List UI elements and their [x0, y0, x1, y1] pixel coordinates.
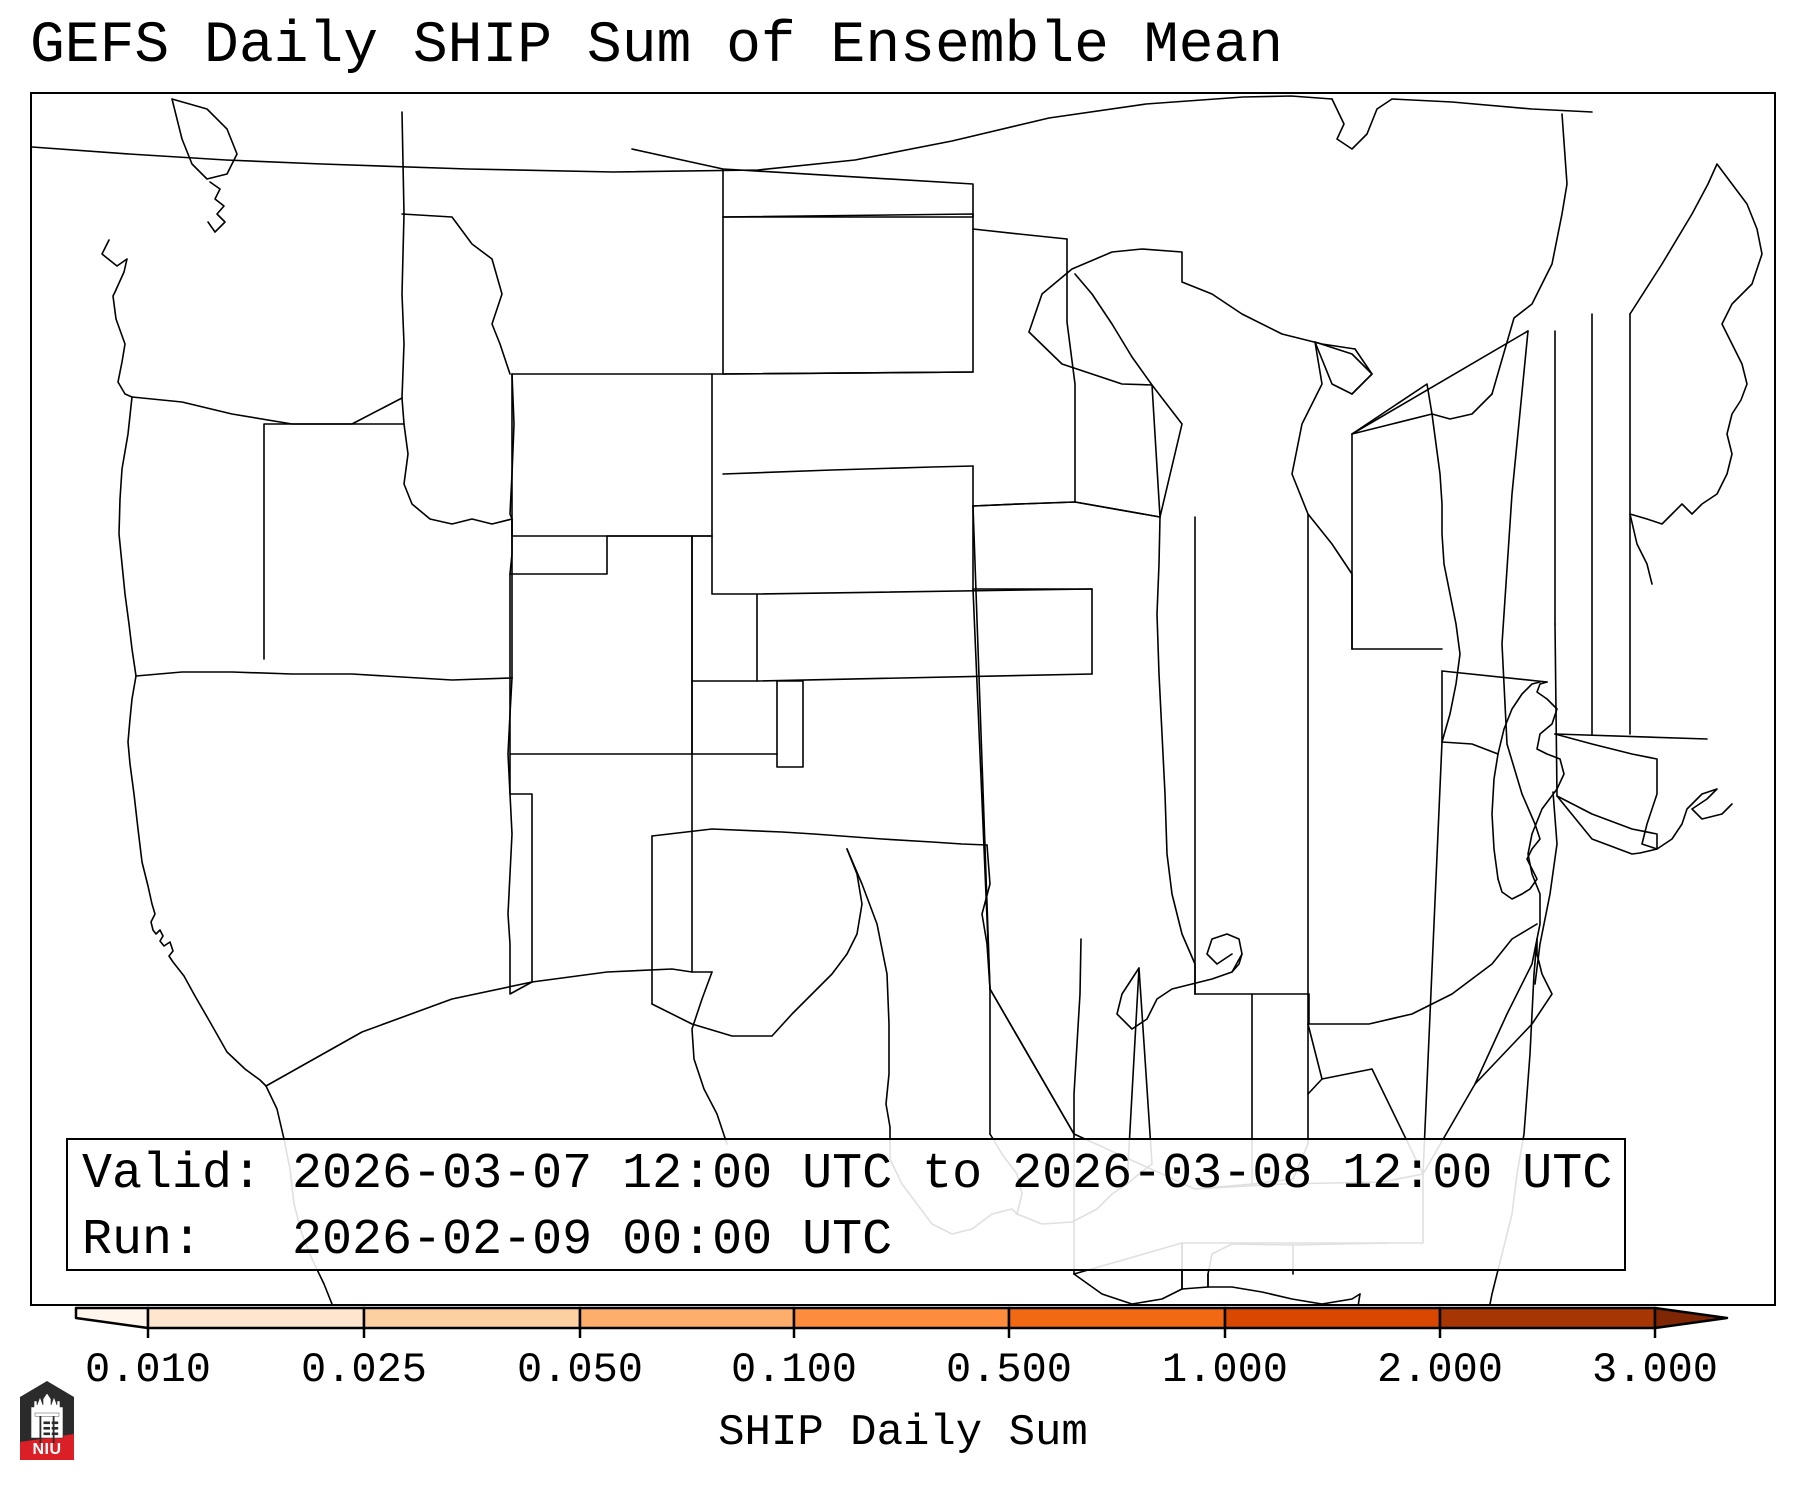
fl_gulf_to_tip [1327, 1294, 1492, 1306]
ks_ok_border [757, 674, 1092, 681]
del_md_va_coast [1492, 682, 1540, 879]
mo_western_border [973, 589, 990, 989]
sonora_coast [692, 972, 727, 1144]
mi_up_south_shore [1029, 332, 1160, 517]
vancouver_island [172, 99, 237, 179]
mn_nd_sd_border [973, 229, 1067, 239]
ny_ct_border [1555, 624, 1557, 796]
ok_border_box [692, 681, 777, 754]
pacific_coast [102, 240, 266, 1086]
mi_lower_west_coast [1157, 517, 1195, 994]
mi_lower_east_coast [1292, 342, 1322, 514]
fl_panhandle_coast [1208, 1274, 1360, 1304]
lake_ontario_south_shore [1352, 394, 1492, 434]
mi_thumb [1315, 342, 1372, 394]
tx_panhandle_top [652, 829, 987, 845]
mn_wi_border [1067, 239, 1075, 502]
wi_mi_border_upper [1075, 274, 1182, 517]
or_id_border [402, 398, 512, 524]
ia_mn_border [973, 502, 1075, 506]
tx_mx_rio_grande [847, 849, 890, 1159]
pa_nj_border [1502, 331, 1535, 824]
nh_coast [1630, 514, 1652, 584]
la_ms_border [1074, 939, 1081, 1134]
id_mt_border [402, 214, 510, 374]
mo_ar_border [990, 989, 1074, 1134]
ok_panhandle_tx [777, 681, 803, 767]
ct_ri_coast [1557, 796, 1657, 854]
ky_wv_border [1308, 1024, 1322, 1094]
lake_huron_ontario_border [1308, 514, 1352, 649]
lake_erie_south [1309, 924, 1537, 1024]
pa_ny_border [1352, 331, 1528, 434]
nj_de_coast [1498, 824, 1540, 899]
tx_big_bend [652, 849, 862, 1036]
nc_coast [1475, 682, 1564, 1084]
svg-text:NIU: NIU [32, 1441, 61, 1458]
mexico_border [266, 969, 712, 1086]
nd_border_box [632, 149, 973, 217]
ca_or_border [136, 672, 512, 680]
ut_border [510, 536, 712, 574]
va_tn_nc_corner [1423, 742, 1442, 1174]
ma_nh_vt_border [1555, 734, 1707, 739]
sd_border_box [723, 214, 973, 374]
wa_id_border [402, 112, 404, 398]
sd_ne_border [723, 466, 973, 474]
il_wi_border [1075, 502, 1160, 517]
canada_border_2 [1332, 99, 1592, 149]
wy_border_box [512, 374, 712, 536]
wa_or_border [132, 397, 402, 424]
me_coast [1630, 164, 1762, 524]
ca_nv_border [508, 678, 532, 994]
co_border_box [692, 536, 757, 681]
wv_va_border_east [1352, 384, 1460, 742]
ms_gulf_coast [1074, 1274, 1182, 1304]
az_mexico_corner [510, 754, 532, 982]
nv_border_full [264, 424, 404, 659]
mi_up_north_shore [1029, 249, 1355, 349]
puget_sound_detail [208, 182, 225, 232]
